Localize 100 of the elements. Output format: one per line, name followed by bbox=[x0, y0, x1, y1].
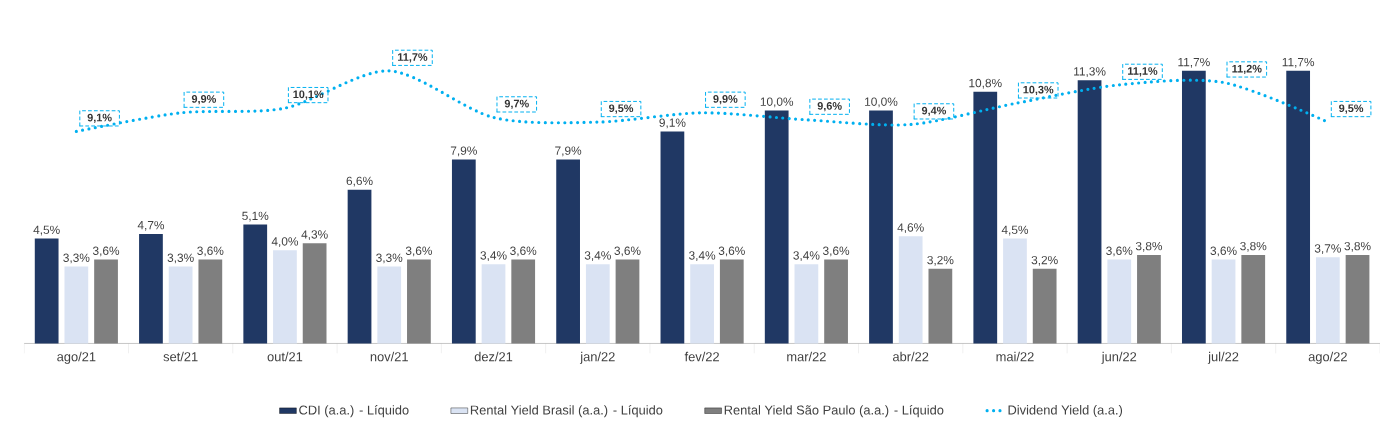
data-label: 3,6% bbox=[1106, 246, 1133, 257]
data-label: 7,9% bbox=[450, 146, 477, 157]
data-label: 3,8% bbox=[1240, 242, 1267, 252]
data-label: 9,6% bbox=[817, 102, 842, 112]
bar bbox=[615, 259, 640, 344]
x-tick-label: abr/22 bbox=[892, 352, 929, 362]
bar bbox=[1107, 259, 1132, 344]
data-label: 10,0% bbox=[760, 97, 794, 108]
x-tick-label: jun/22 bbox=[1101, 352, 1137, 365]
data-label: 3,2% bbox=[1031, 256, 1058, 266]
data-label: 3,6% bbox=[197, 246, 224, 257]
legend-label: Dividend Yield (a.a.) bbox=[1008, 405, 1123, 418]
data-label: 3,6% bbox=[510, 246, 537, 257]
x-tick-label: out/21 bbox=[267, 352, 303, 362]
bar bbox=[1211, 259, 1236, 344]
data-label: 3,6% bbox=[822, 246, 850, 257]
x-tick-label: mar/22 bbox=[787, 352, 826, 362]
data-label: 3,8% bbox=[1135, 242, 1163, 252]
bar bbox=[511, 259, 536, 344]
bar bbox=[660, 131, 685, 344]
data-label: 4,5% bbox=[33, 225, 60, 236]
bar bbox=[1315, 257, 1340, 344]
data-label: 11,2% bbox=[1232, 65, 1262, 75]
bar bbox=[556, 159, 580, 344]
bar bbox=[1003, 238, 1027, 344]
bar bbox=[139, 234, 163, 344]
bar bbox=[1032, 269, 1057, 344]
data-label: 3,6% bbox=[405, 246, 433, 257]
data-label: 6,6% bbox=[346, 176, 373, 187]
bar bbox=[347, 189, 372, 344]
data-label: 4,5% bbox=[1001, 225, 1029, 236]
x-tick-label: mai/22 bbox=[996, 352, 1034, 362]
data-label: 4,3% bbox=[301, 230, 328, 241]
bar bbox=[1077, 80, 1102, 344]
bar bbox=[243, 224, 268, 344]
legend-label: CDI (a.a.) - Líquido bbox=[299, 405, 409, 418]
bar bbox=[94, 259, 118, 344]
bar bbox=[973, 92, 998, 344]
x-tick-label: ago/21 bbox=[57, 352, 96, 365]
bar bbox=[869, 110, 893, 344]
data-label: 9,1% bbox=[659, 118, 686, 129]
data-label: 3,6% bbox=[718, 246, 745, 257]
data-label: 4,0% bbox=[271, 237, 299, 248]
bar bbox=[898, 236, 923, 344]
bar bbox=[1181, 71, 1206, 344]
data-label: 10,0% bbox=[865, 97, 898, 108]
bar bbox=[481, 264, 506, 344]
data-label: 3,6% bbox=[92, 246, 120, 257]
data-label: 3,6% bbox=[614, 246, 641, 257]
x-tick-label: fev/22 bbox=[684, 352, 719, 362]
bar bbox=[168, 266, 193, 344]
data-label: 3,4% bbox=[480, 251, 507, 262]
bar bbox=[928, 269, 953, 344]
bar bbox=[407, 259, 431, 344]
bar bbox=[719, 259, 744, 344]
bar bbox=[690, 264, 714, 344]
data-label: 11,7% bbox=[398, 53, 428, 63]
legend-label: Rental Yield São Paulo (a.a.) - Líquido bbox=[724, 405, 944, 418]
bar bbox=[377, 266, 402, 344]
data-label: 11,3% bbox=[1074, 67, 1106, 78]
x-tick-label: jul/22 bbox=[1207, 352, 1239, 365]
data-label: 9,5% bbox=[1339, 104, 1364, 114]
bar bbox=[273, 250, 297, 344]
data-label: 7,9% bbox=[555, 146, 582, 157]
data-label: 3,3% bbox=[167, 253, 194, 264]
data-label: 3,3% bbox=[63, 253, 90, 264]
bar bbox=[794, 264, 819, 344]
data-label: 11,7% bbox=[1282, 58, 1315, 68]
data-label: 3,8% bbox=[1344, 242, 1371, 252]
bar bbox=[302, 243, 327, 344]
data-label: 3,4% bbox=[793, 251, 820, 262]
data-label: 5,1% bbox=[242, 211, 269, 222]
x-tick-label: dez/21 bbox=[474, 352, 513, 362]
data-label: 3,2% bbox=[927, 256, 954, 266]
data-label: 3,4% bbox=[584, 251, 611, 262]
x-tick-label: nov/21 bbox=[370, 352, 408, 362]
data-label: 9,5% bbox=[609, 104, 634, 114]
bar bbox=[451, 159, 476, 344]
data-label: 3,7% bbox=[1314, 244, 1341, 255]
data-label: 11,1% bbox=[1128, 67, 1158, 77]
bar bbox=[585, 264, 610, 344]
bar bbox=[764, 110, 789, 344]
data-label: 9,9% bbox=[713, 95, 738, 105]
bar bbox=[1241, 255, 1266, 344]
bar bbox=[34, 238, 59, 344]
legend-label: Rental Yield Brasil (a.a.) - Líquido bbox=[470, 405, 663, 418]
data-label: 9,1% bbox=[87, 113, 112, 124]
data-label: 9,9% bbox=[191, 95, 217, 105]
data-label: 10,8% bbox=[969, 79, 1002, 89]
data-label: 4,7% bbox=[137, 221, 165, 231]
data-label: 9,4% bbox=[921, 106, 947, 117]
bar bbox=[64, 266, 89, 344]
data-label: 3,4% bbox=[689, 251, 716, 262]
data-label: 11,7% bbox=[1178, 58, 1210, 68]
bar bbox=[1137, 255, 1161, 344]
data-label: 10,3% bbox=[1023, 85, 1054, 96]
x-tick-label: ago/22 bbox=[1308, 352, 1347, 365]
bar bbox=[1286, 71, 1311, 344]
bar bbox=[1345, 255, 1370, 344]
bar bbox=[198, 259, 223, 344]
